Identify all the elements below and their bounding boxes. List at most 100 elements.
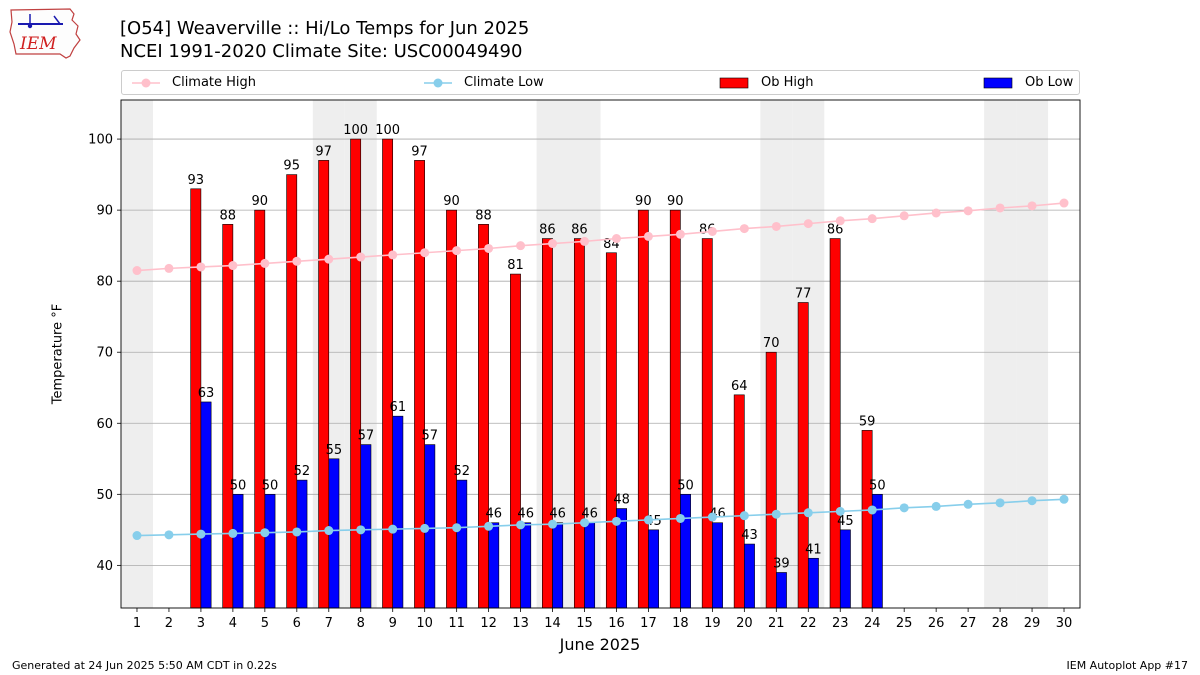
ob-high-label: 81 (507, 258, 524, 273)
ob-high-bar (797, 302, 809, 609)
climate-low-point (867, 505, 877, 515)
y-tick-label: 80 (96, 275, 113, 290)
climate-low-point (963, 499, 973, 509)
climate-high-point (995, 203, 1005, 213)
climate-low-point (1059, 494, 1069, 504)
x-tick-label: 4 (229, 616, 237, 631)
climate-high-point (1059, 198, 1069, 208)
climate-high-line (136, 202, 1065, 272)
climate-low-point (196, 529, 206, 539)
x-tick-label: 11 (448, 616, 465, 631)
climate-high-point (324, 254, 334, 264)
climate-low-point (771, 509, 781, 519)
x-tick-label: 22 (800, 616, 817, 631)
climate-low-point (484, 521, 494, 531)
x-tick-label: 9 (389, 616, 397, 631)
logo-text: IEM (19, 34, 57, 54)
climate-high-point (899, 211, 909, 221)
x-tick-label: 10 (416, 616, 433, 631)
ob-low-label: 39 (773, 556, 790, 571)
y-axis-label: Temperature °F (50, 303, 66, 405)
chart-subtitle: NCEI 1991-2020 Climate Site: USC00049490 (120, 41, 523, 62)
ob-low-label: 55 (326, 443, 343, 458)
x-tick-label: 3 (197, 616, 205, 631)
weekend-shade (121, 100, 153, 608)
climate-high-point (739, 224, 749, 234)
ob-low-bar (296, 479, 308, 609)
climate-high-point (611, 234, 621, 244)
ob-high-label: 86 (571, 223, 588, 238)
climate-low-point (324, 526, 334, 536)
ob-high-bar (254, 209, 266, 609)
climate-high-point (835, 216, 845, 226)
ob-low-label: 48 (613, 493, 630, 508)
ob-low-bar (807, 557, 819, 609)
ob-high-bar (510, 273, 521, 609)
ob-low-label: 46 (549, 507, 566, 522)
ob-low-label: 50 (230, 478, 247, 493)
x-tick-label: 26 (928, 616, 945, 631)
ob-high-label: 95 (283, 159, 300, 174)
y-tick-label: 100 (88, 133, 113, 148)
ob-low-label: 46 (517, 507, 534, 522)
ob-low-label: 57 (358, 429, 375, 444)
x-tick-label: 14 (544, 616, 561, 631)
ob-low-label: 50 (869, 478, 886, 493)
ob-high-bar (542, 238, 553, 609)
ob-low-bar (264, 494, 276, 609)
ob-high-label: 90 (443, 194, 460, 209)
ob-low-bar (648, 529, 659, 609)
ob-high-label: 77 (795, 286, 812, 301)
ob-low-bar (552, 522, 564, 609)
x-tick-label: 1 (133, 616, 141, 631)
climate-low-point (707, 512, 717, 522)
ob-high-label: 100 (375, 123, 400, 138)
ob-low-bar (200, 401, 212, 609)
ob-low-bar (839, 529, 851, 609)
ob-high-bar (446, 209, 457, 609)
ob-high-label: 88 (219, 208, 236, 223)
ob-high-label: 97 (411, 144, 428, 159)
climate-low-point (580, 518, 590, 528)
climate-low-point (995, 498, 1005, 508)
x-tick-label: 18 (672, 616, 689, 631)
climate-high-point (228, 261, 238, 271)
ob-low-label: 50 (262, 478, 279, 493)
climate-high-point (452, 246, 462, 256)
x-tick-label: 17 (640, 616, 657, 631)
x-tick-label: 28 (992, 616, 1009, 631)
y-tick-label: 60 (96, 417, 113, 432)
climate-low-point (516, 520, 526, 530)
ob-high-label: 64 (731, 379, 748, 394)
climate-low-point (132, 531, 142, 541)
ob-high-bar (318, 160, 330, 609)
ob-low-bar (680, 494, 691, 609)
climate-low-point (1027, 496, 1037, 506)
weekend-shade (984, 100, 1017, 608)
x-tick-label: 27 (960, 616, 977, 631)
climate-high-point (260, 258, 270, 268)
climate-low-point (931, 501, 941, 511)
climate-high-point (196, 262, 206, 272)
climate-low-point (356, 525, 366, 535)
ob-low-label: 46 (485, 507, 502, 522)
ob-low-bar (520, 522, 532, 609)
x-tick-label: 29 (1024, 616, 1041, 631)
climate-high-point (931, 208, 941, 218)
climate-high-point (420, 248, 430, 258)
chart-legend: Climate High Climate Low Ob High Ob Low (121, 70, 1080, 95)
y-tick-label: 50 (96, 488, 113, 503)
x-tick-label: 24 (864, 616, 881, 631)
ob-low-label: 46 (581, 507, 598, 522)
x-tick-label: 2 (165, 616, 173, 631)
ob-low-bar (488, 522, 500, 609)
ob-high-bar (573, 238, 585, 609)
climate-high-point (803, 219, 813, 229)
ob-high-bar (733, 394, 745, 609)
x-tick-label: 5 (261, 616, 269, 631)
x-tick-label: 25 (896, 616, 913, 631)
climate-high-point (771, 221, 781, 231)
plot-frame (120, 99, 1081, 609)
weekend-shade (1016, 100, 1049, 608)
